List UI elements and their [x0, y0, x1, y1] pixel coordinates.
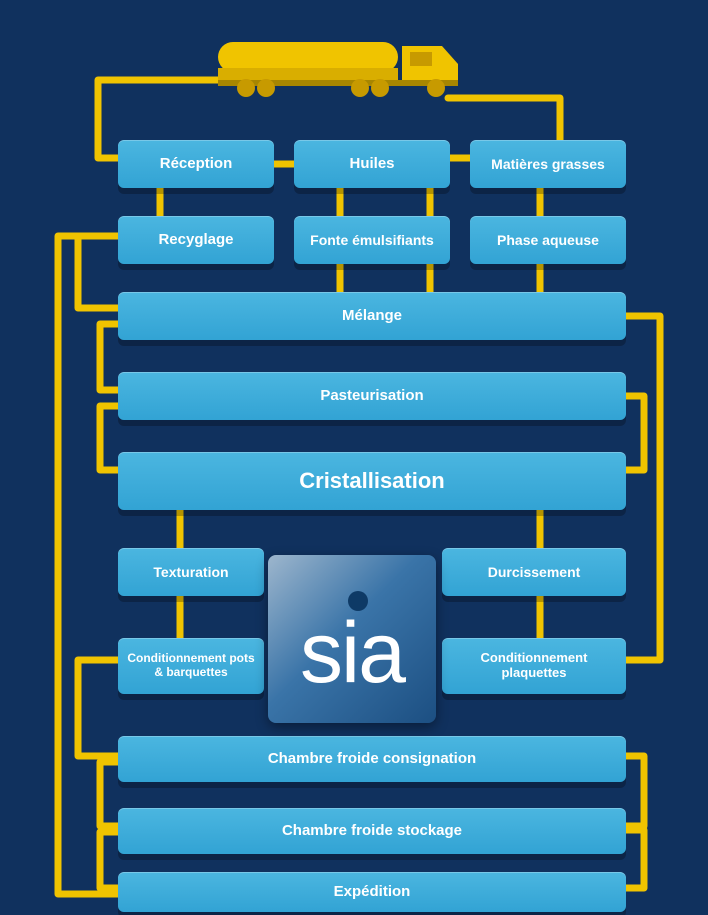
box-matieres-grasses: Matières grasses: [470, 140, 626, 188]
box-label: Cristallisation: [299, 468, 444, 493]
box-label: Pasteurisation: [320, 387, 423, 404]
box-chambre-froide-consignation: Chambre froide consignation: [118, 736, 626, 782]
box-label: Conditionnement pots & barquettes: [126, 652, 256, 680]
box-label: Phase aqueuse: [497, 232, 599, 248]
box-pasteurisation: Pasteurisation: [118, 372, 626, 420]
box-huiles: Huiles: [294, 140, 450, 188]
logo-text: sia: [300, 604, 404, 703]
box-recyclage: Recyglage: [118, 216, 274, 264]
box-label: Expédition: [334, 883, 411, 900]
box-texturation: Texturation: [118, 548, 264, 596]
box-label: Huiles: [349, 155, 394, 172]
box-conditionnement-plaquettes: Conditionnement plaquettes: [442, 638, 626, 694]
box-label: Fonte émulsifiants: [310, 232, 434, 248]
box-label: Réception: [160, 155, 233, 172]
box-reception: Réception: [118, 140, 274, 188]
box-label: Durcissement: [488, 564, 581, 580]
box-cristallisation: Cristallisation: [118, 452, 626, 510]
box-phase-aqueuse: Phase aqueuse: [470, 216, 626, 264]
box-chambre-froide-stockage: Chambre froide stockage: [118, 808, 626, 854]
diagram-container: Réception Huiles Matières grasses Recygl…: [0, 0, 708, 915]
box-label: Chambre froide consignation: [268, 750, 476, 767]
box-label: Conditionnement plaquettes: [450, 651, 618, 681]
box-fonte-emulsifiants: Fonte émulsifiants: [294, 216, 450, 264]
box-durcissement: Durcissement: [442, 548, 626, 596]
box-expedition: Expédition: [118, 872, 626, 912]
tanker-truck-icon: [210, 28, 490, 98]
box-conditionnement-pots: Conditionnement pots & barquettes: [118, 638, 264, 694]
sia-logo: sia: [268, 555, 436, 723]
box-label: Recyglage: [158, 231, 233, 248]
box-melange: Mélange: [118, 292, 626, 340]
box-label: Texturation: [153, 564, 228, 580]
box-label: Chambre froide stockage: [282, 822, 462, 839]
box-label: Matières grasses: [491, 156, 605, 172]
box-label: Mélange: [342, 307, 402, 324]
